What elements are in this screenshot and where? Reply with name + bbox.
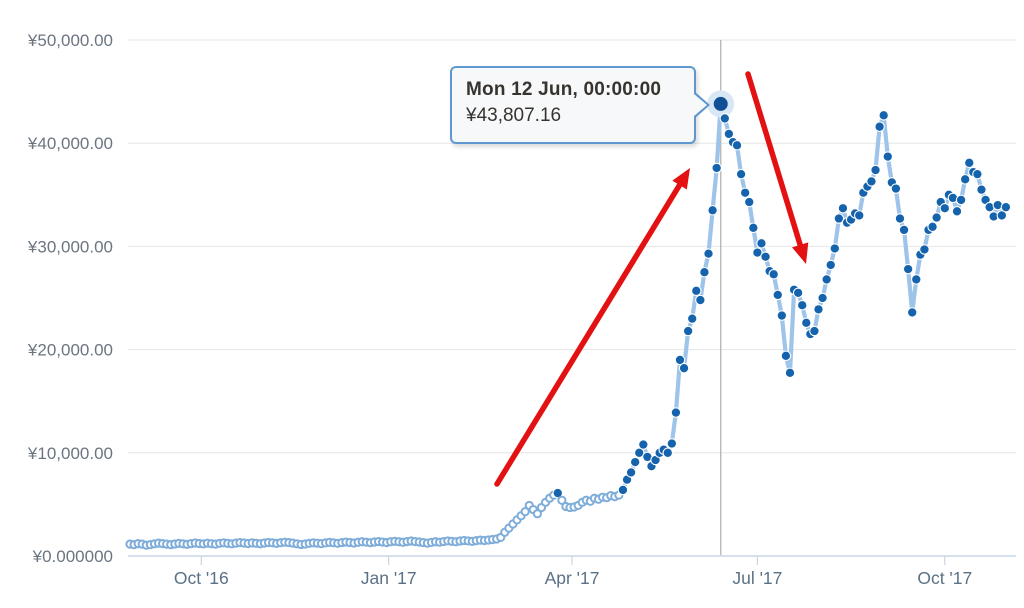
data-point[interactable]	[557, 495, 567, 505]
data-point[interactable]	[678, 362, 690, 374]
data-point[interactable]	[878, 110, 889, 121]
tooltip-date: Mon 12 Jun, 00:00:00	[466, 79, 662, 100]
data-point[interactable]	[951, 206, 963, 217]
data-point[interactable]	[707, 205, 718, 216]
chart-tooltip: Mon 12 Jun, 00:00:00 ¥43,807.16	[450, 66, 710, 144]
data-point[interactable]	[719, 113, 731, 124]
data-point[interactable]	[825, 259, 836, 271]
data-point[interactable]	[703, 248, 714, 259]
data-point[interactable]	[853, 210, 865, 221]
data-point[interactable]	[772, 289, 784, 301]
data-point[interactable]	[927, 221, 938, 233]
tooltip-price: ¥43,807.16	[466, 105, 562, 126]
data-point[interactable]	[617, 484, 629, 496]
data-point[interactable]	[902, 263, 914, 275]
data-point[interactable]	[829, 243, 841, 254]
data-point[interactable]	[752, 247, 763, 258]
data-point[interactable]	[833, 213, 845, 224]
data-point[interactable]	[911, 274, 922, 285]
data-point[interactable]	[959, 174, 971, 185]
data-point[interactable]	[699, 266, 710, 278]
surge-arrow	[494, 180, 684, 487]
y-axis-label: ¥0.000000	[32, 547, 113, 566]
x-axis-label: Oct '16	[174, 568, 229, 588]
crash-arrow-head	[792, 242, 809, 264]
data-point[interactable]	[691, 285, 702, 297]
data-point[interactable]	[898, 224, 910, 236]
data-point[interactable]	[780, 350, 792, 362]
data-point[interactable]	[882, 151, 894, 162]
data-point[interactable]	[837, 202, 849, 214]
data-point[interactable]	[821, 274, 832, 285]
data-point[interactable]	[939, 202, 951, 214]
data-point[interactable]	[743, 196, 755, 208]
data-point[interactable]	[890, 183, 902, 194]
selected-data-point[interactable]	[713, 96, 728, 111]
data-point[interactable]	[796, 299, 808, 311]
data-point[interactable]	[931, 212, 942, 223]
data-point[interactable]	[919, 244, 930, 255]
data-point[interactable]	[633, 447, 645, 459]
data-point[interactable]	[682, 325, 694, 337]
data-point[interactable]	[666, 438, 678, 449]
y-axis-label: ¥40,000.00	[27, 134, 113, 153]
data-point[interactable]	[756, 238, 767, 249]
data-point[interactable]	[963, 157, 975, 169]
data-point[interactable]	[629, 456, 641, 468]
data-point[interactable]	[776, 310, 788, 321]
data-point[interactable]	[638, 439, 649, 450]
data-point[interactable]	[906, 307, 918, 318]
data-point[interactable]	[768, 269, 779, 280]
data-point[interactable]	[552, 487, 564, 499]
y-axis-label: ¥10,000.00	[27, 444, 113, 463]
x-axis-label: Jul '17	[732, 568, 782, 588]
data-point[interactable]	[784, 367, 796, 379]
tooltip-callout-arrow-fill	[694, 94, 707, 116]
data-point[interactable]	[695, 294, 706, 306]
data-point[interactable]	[686, 313, 698, 324]
x-axis-label: Jan '17	[361, 568, 417, 588]
data-point[interactable]	[1000, 201, 1012, 213]
data-point[interactable]	[735, 168, 747, 180]
data-point[interactable]	[662, 447, 674, 459]
data-point[interactable]	[760, 251, 771, 262]
data-point[interactable]	[801, 317, 812, 329]
data-point[interactable]	[532, 509, 543, 519]
data-point[interactable]	[972, 168, 983, 180]
data-point[interactable]	[520, 507, 530, 517]
data-point[interactable]	[870, 164, 881, 176]
data-point[interactable]	[739, 187, 751, 198]
data-point[interactable]	[866, 176, 877, 187]
y-axis-label: ¥30,000.00	[27, 237, 113, 256]
data-point[interactable]	[813, 304, 824, 315]
data-point[interactable]	[625, 467, 637, 478]
data-point[interactable]	[894, 213, 906, 224]
crash-arrow	[745, 71, 804, 250]
data-point[interactable]	[809, 325, 820, 337]
data-point[interactable]	[674, 354, 686, 366]
data-point[interactable]	[670, 407, 682, 418]
y-axis-label: ¥50,000.00	[27, 31, 113, 50]
data-point[interactable]	[748, 222, 759, 234]
data-point[interactable]	[792, 287, 804, 299]
data-point[interactable]	[723, 128, 735, 140]
x-axis-label: Apr '17	[545, 568, 600, 588]
x-axis-label: Oct '17	[917, 568, 972, 588]
data-point[interactable]	[976, 184, 987, 195]
data-point[interactable]	[955, 194, 967, 206]
data-point[interactable]	[731, 140, 743, 151]
data-point[interactable]	[996, 210, 1008, 221]
data-point[interactable]	[711, 162, 722, 174]
y-axis-label: ¥20,000.00	[27, 341, 113, 360]
data-point[interactable]	[817, 292, 828, 304]
surge-arrow-head	[672, 168, 690, 190]
data-point[interactable]	[874, 121, 885, 132]
